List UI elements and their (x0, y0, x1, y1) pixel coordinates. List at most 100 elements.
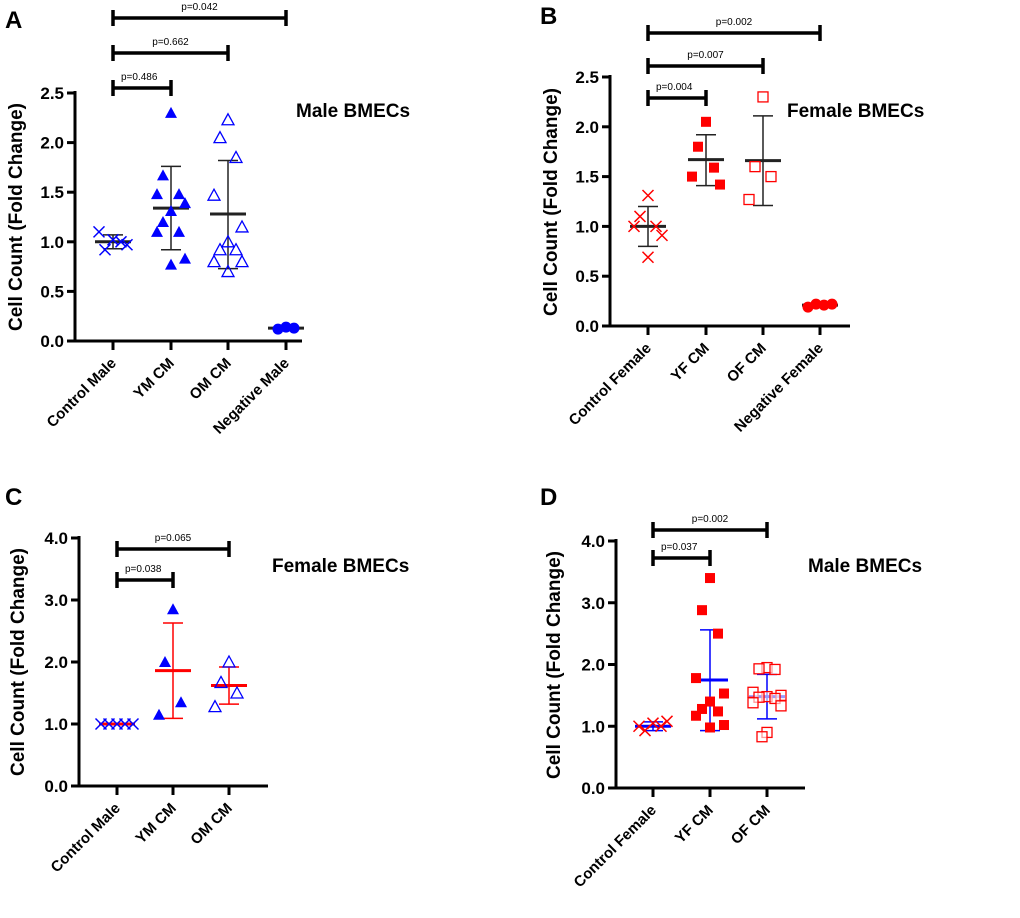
significance-bracket: p=0.007 (646, 50, 765, 74)
data-point-triangle-filled (157, 169, 169, 181)
data-point-square-filled (719, 720, 729, 731)
data-point-triangle-open (207, 699, 223, 713)
y-axis-label: Cell Count (Fold Change) (8, 548, 29, 776)
data-point-triangle-filled (167, 603, 179, 615)
y-tick-label: 3.0 (44, 591, 68, 610)
data-point-triangle-filled (165, 258, 177, 270)
panel-letter: D (540, 484, 557, 511)
data-point-square-filled (709, 162, 719, 173)
panel-letter: C (5, 484, 22, 511)
data-point-square-open (743, 193, 755, 206)
x-tick-label: OF CM (724, 340, 770, 386)
significance-bracket: p=0.486 (111, 72, 173, 96)
data-point-triangle-filled (151, 188, 163, 200)
x-tick-label: YM CM (132, 800, 179, 847)
y-tick-label: 0.0 (40, 332, 64, 351)
data-point-triangle-open (234, 254, 250, 268)
y-tick-label: 1.0 (581, 717, 605, 736)
data-point-triangle-filled (151, 225, 163, 237)
p-value-label: p=0.037 (661, 542, 698, 553)
data-point-square-open (753, 663, 765, 675)
significance-bracket: p=0.004 (646, 82, 708, 106)
error-bar (155, 622, 191, 720)
data-point-square-open (747, 697, 759, 709)
x-tick-label: Control Male (48, 800, 124, 876)
y-tick-label: 2.0 (581, 656, 605, 675)
y-tick-label: 1.0 (575, 217, 599, 236)
data-point-x-marker (633, 210, 647, 223)
data-point-triangle-filled (165, 106, 177, 118)
panel-title: Male BMECs (808, 556, 922, 577)
error-bar (688, 134, 724, 187)
data-point-circle (826, 298, 838, 310)
p-value-label: p=0.486 (121, 72, 158, 83)
panel-D: D Male BMECs Cell Count (Fold Change) 0.0 1.… (540, 484, 922, 891)
data-point-square-filled (715, 179, 725, 190)
significance-bracket: p=0.037 (651, 542, 712, 566)
data-point-x-marker (641, 189, 655, 202)
data-point-circle (288, 322, 300, 334)
panel-title: Female BMECs (272, 556, 409, 577)
y-tick-label: 2.0 (40, 134, 64, 153)
data-point-x-marker (92, 225, 106, 238)
data-point-square-filled (697, 703, 707, 714)
x-tick-label: OM CM (186, 355, 235, 404)
y-tick-label: 2.0 (44, 653, 68, 672)
y-tick-label: 3.0 (581, 594, 605, 613)
significance-bracket: p=0.065 (115, 533, 231, 557)
y-axis-label: Cell Count (Fold Change) (541, 88, 562, 316)
data-point-triangle-filled (165, 205, 177, 217)
significance-bracket: p=0.002 (646, 17, 822, 41)
data-point-square-filled (705, 696, 715, 707)
significance-bracket: p=0.038 (115, 564, 175, 588)
data-point-triangle-filled (175, 696, 187, 708)
y-tick-label: 2.0 (575, 118, 599, 137)
y-tick-label: 0.5 (575, 267, 599, 286)
y-tick-label: 4.0 (581, 532, 605, 551)
data-point-triangle-open (206, 254, 222, 268)
y-axis-label: Cell Count (Fold Change) (6, 103, 27, 331)
p-value-label: p=0.007 (687, 50, 724, 61)
data-point-triangle-open (220, 234, 236, 248)
data-point-triangle-open (213, 675, 229, 689)
error-bar (630, 205, 666, 248)
data-point-square-filled (693, 141, 703, 152)
data-point-x-marker (106, 233, 120, 246)
data-point-x-marker (120, 238, 134, 251)
data-point-triangle-open (229, 685, 245, 699)
data-point-triangle-open (220, 112, 236, 126)
x-tick-label: OM CM (187, 800, 236, 849)
data-point-x-marker (638, 724, 652, 737)
data-point-square-open (765, 170, 777, 183)
data-point-triangle-open (212, 130, 228, 144)
data-point-square-filled (691, 710, 701, 721)
data-point-square-filled (691, 673, 701, 684)
p-value-label: p=0.002 (716, 17, 753, 28)
data-point-x-marker (126, 717, 140, 731)
x-tick-label: YF CM (668, 340, 713, 385)
data-point-square-filled (705, 573, 715, 584)
y-tick-label: 1.0 (40, 233, 64, 252)
y-tick-label: 2.5 (575, 68, 599, 87)
p-value-label: p=0.662 (152, 37, 189, 48)
data-point-x-marker (114, 235, 128, 248)
panel-B: B Female BMECs Cell Count (Fold Change) 0.0… (540, 3, 924, 436)
data-point-x-marker (655, 229, 669, 242)
data-point-triangle-filled (159, 656, 171, 667)
p-value-label: p=0.004 (656, 82, 693, 93)
x-tick-label: Control Female (566, 340, 655, 429)
panel-letter: A (5, 7, 22, 34)
x-tick-label: YM CM (130, 355, 177, 402)
data-point-triangle-open (206, 187, 222, 201)
panel-title: Male BMECs (296, 101, 410, 122)
significance-bracket: p=0.002 (651, 514, 769, 538)
error-bar (210, 159, 246, 270)
data-point-x-marker (641, 251, 655, 264)
data-point-square-open (775, 700, 787, 712)
data-point-triangle-filled (173, 188, 185, 200)
data-point-circle (810, 298, 822, 310)
data-point-triangle-open (220, 264, 236, 278)
x-tick-label: YF CM (672, 802, 717, 847)
y-tick-label: 0.0 (575, 317, 599, 336)
